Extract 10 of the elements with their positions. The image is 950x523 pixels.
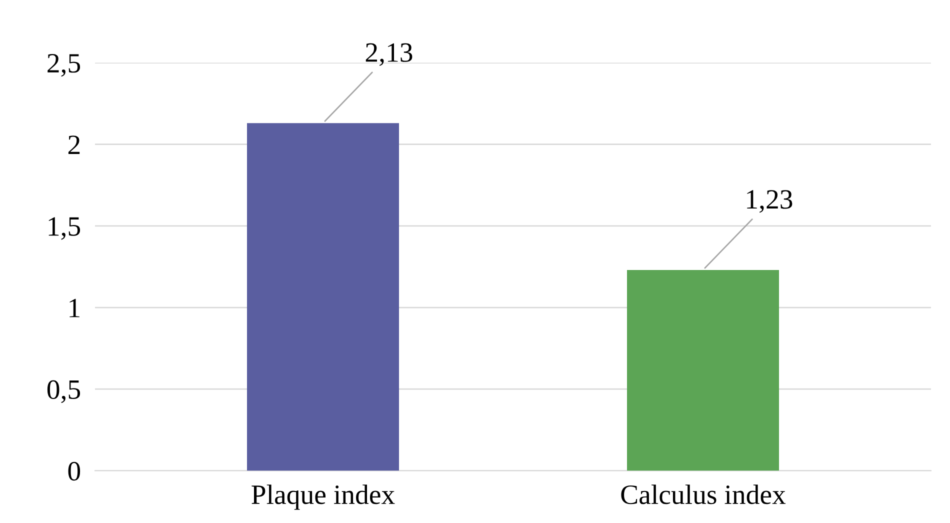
data-label: 1,23 — [747, 190, 792, 213]
y-tick-label: 0 — [68, 462, 80, 481]
x-tick-label: Calculus index — [621, 484, 786, 504]
data-label: 2,13 — [366, 43, 412, 66]
y-tick-label: 2,5 — [48, 54, 80, 77]
y-tick-label: 0,5 — [47, 380, 80, 404]
y-tick-label: 2 — [68, 136, 80, 154]
y-tick-label: 1,5 — [48, 217, 80, 240]
y-tick-label: 1 — [70, 298, 80, 318]
x-tick-label: Plaque index — [252, 484, 395, 510]
